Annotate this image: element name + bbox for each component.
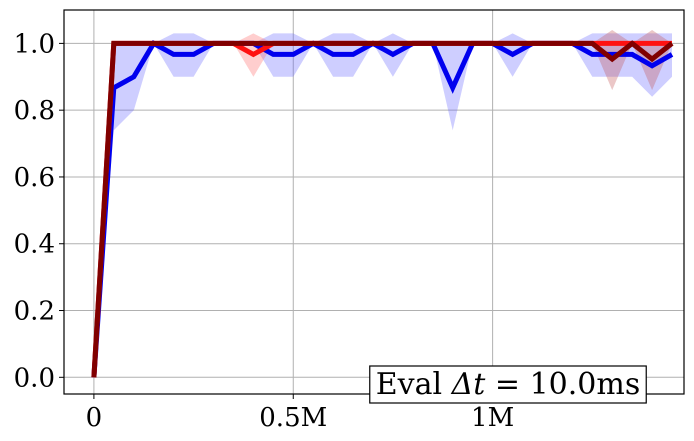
eval-annotation: Eval Δt = 10.0ms: [369, 365, 647, 404]
y-axis-ticks: 0.0 0.2 0.4 0.6 0.8 1.0: [14, 29, 64, 393]
confidence-bands: [93, 30, 672, 378]
y-tick-label: 0.0: [14, 363, 55, 393]
y-tick-label: 1.0: [14, 29, 55, 59]
x-tick-label: 0: [86, 403, 103, 433]
annotation-prefix: Eval: [376, 367, 452, 402]
series-2-band: [93, 33, 672, 378]
annotation-text: Eval Δt = 10.0ms: [376, 367, 640, 402]
series-lines: [91, 40, 674, 378]
series-3-line: [91, 40, 674, 378]
annotation-suffix: = 10.0ms: [485, 367, 640, 402]
x-axis-ticks: 0 0.5M 1M: [86, 394, 514, 433]
series-2-line: [91, 40, 672, 378]
annotation-box: [369, 365, 647, 404]
y-tick-label: 0.6: [14, 163, 55, 193]
series-3-band: [93, 30, 672, 378]
y-tick-label: 0.4: [14, 230, 55, 260]
y-tick-label: 0.8: [14, 96, 55, 126]
annotation-symbol: Δt: [451, 367, 487, 402]
x-tick-label: 1M: [471, 403, 514, 433]
series-1-band: [93, 33, 672, 378]
y-tick-label: 0.2: [14, 297, 55, 327]
series-1-line: [91, 40, 674, 378]
x-tick-label: 0.5M: [259, 403, 327, 433]
